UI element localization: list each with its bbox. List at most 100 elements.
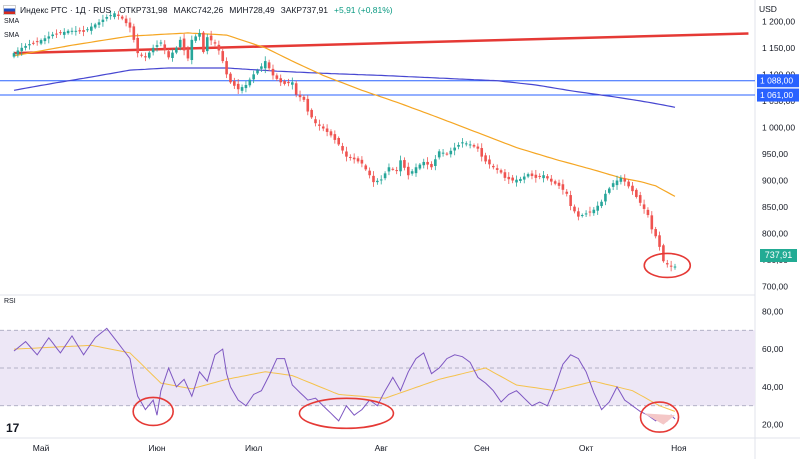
candle-body [426, 161, 429, 165]
candle-body [584, 213, 588, 215]
candle-body [35, 41, 39, 43]
candle-body [43, 38, 47, 42]
candle-body [314, 119, 317, 124]
candle-body [635, 189, 638, 197]
currency-label[interactable]: USD [759, 4, 777, 14]
price-tick-label: 1 200,00 [762, 16, 795, 26]
candle-body [499, 170, 503, 173]
time-tick-label: Май [33, 443, 50, 453]
candle-body [190, 39, 194, 61]
rsi-lines [13, 327, 676, 424]
candle-body [93, 24, 97, 28]
candle-body [209, 35, 213, 41]
rsi-band-fill [0, 330, 755, 406]
rsi-oversold-fill [644, 413, 675, 425]
candle-body [55, 33, 58, 35]
candle-body [39, 40, 43, 44]
sma-legend-1[interactable]: SMA [4, 18, 20, 25]
level-badge-label: 1 061,00 [760, 90, 793, 100]
candle-body [360, 159, 364, 164]
candle-body [368, 170, 371, 176]
candle-body [171, 52, 174, 59]
rsi-tick-label: 20,00 [762, 420, 784, 430]
candle-body [542, 175, 545, 179]
time-tick-label: Июн [148, 443, 165, 453]
candle-body [658, 235, 661, 247]
rsi-legend[interactable]: RSI [4, 298, 16, 305]
candle-body [600, 201, 603, 207]
time-tick-label: Ноя [671, 443, 687, 453]
price-tick-label: 850,00 [762, 202, 788, 212]
tradingview-logo-icon[interactable]: 17 [6, 421, 20, 435]
candle-body [519, 178, 522, 182]
candle-body [248, 79, 252, 86]
candle-body [279, 78, 283, 83]
candle-body [453, 147, 456, 151]
candle-body [205, 37, 209, 52]
candle-body [51, 34, 54, 37]
candle-body [12, 53, 16, 57]
candle-body [74, 30, 78, 32]
candle-body [291, 82, 294, 85]
candle-body [619, 177, 623, 182]
candle-body [530, 173, 534, 177]
candle-body [66, 30, 70, 34]
price-axis[interactable]: 1 200,001 150,001 100,001 050,001 000,00… [757, 16, 799, 430]
candle-body [260, 66, 263, 69]
candle-body [615, 180, 619, 186]
candle-body [105, 17, 109, 19]
price-tick-label: 1 150,00 [762, 43, 795, 53]
candle-body [217, 44, 221, 51]
time-tick-label: Июл [245, 443, 262, 453]
price-tick-label: 800,00 [762, 229, 788, 239]
high-value: МАКС742,26 [173, 5, 224, 15]
candle-body [538, 175, 542, 177]
candle-body [550, 178, 553, 182]
change-value: +5,91 (+0,81%) [334, 5, 393, 15]
candle-body [167, 51, 170, 58]
candle-body [507, 176, 511, 180]
low-value: МИН728,49 [229, 5, 275, 15]
price-tick-label: 1 000,00 [762, 122, 795, 132]
sma-legend-2[interactable]: SMA [4, 32, 20, 39]
candle-body [406, 166, 410, 176]
candle-body [673, 266, 677, 268]
candle-body [492, 165, 495, 168]
candle-body [546, 176, 549, 179]
current-price-badge: 737,91 [760, 249, 797, 262]
candle-body [341, 146, 344, 151]
level-badge [757, 88, 799, 102]
candle-body [418, 164, 422, 169]
candle-body [650, 215, 654, 230]
instrument-title[interactable]: Индекс РТС · 1Д · RUS [20, 5, 112, 15]
price-tick-label: 900,00 [762, 176, 788, 186]
candle-body [526, 174, 530, 177]
candle-body [464, 143, 468, 145]
candle-body [669, 265, 673, 267]
candle-body [592, 209, 596, 214]
candle-body [461, 142, 464, 144]
candle-body [414, 167, 418, 174]
candle-body [136, 37, 139, 54]
candle-body [607, 188, 611, 193]
candle-body [178, 39, 182, 48]
candle-body [410, 171, 414, 174]
candle-body [569, 195, 572, 207]
candle-body [20, 47, 24, 52]
candle-body [565, 191, 569, 194]
candle-body [263, 61, 267, 69]
rsi-line [13, 327, 676, 424]
candle-body [144, 56, 147, 58]
time-axis[interactable]: Май Июн Июл Авг Сен Окт Ноя [33, 443, 687, 453]
candle-body [430, 163, 433, 168]
candle-body [221, 51, 225, 62]
close-value: ЗАКР737,91 [280, 5, 329, 15]
candle-body [627, 181, 630, 187]
candle-body [588, 211, 592, 213]
price-tick-label: 700,00 [762, 282, 788, 292]
candle-body [151, 47, 155, 53]
price-annotation-ellipse [643, 252, 692, 279]
candle-body [352, 157, 356, 160]
candle-body [646, 209, 650, 216]
